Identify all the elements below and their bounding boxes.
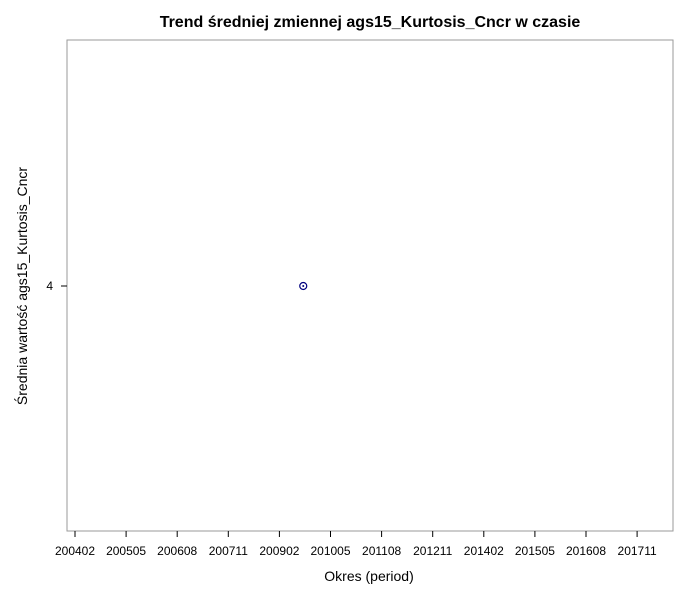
x-tick-label: 201505 [515, 544, 555, 558]
x-tick-label: 200505 [106, 544, 146, 558]
x-tick-label: 200608 [157, 544, 197, 558]
data-point-center [302, 285, 305, 287]
x-tick-label: 200902 [259, 544, 299, 558]
y-axis: 4 [46, 279, 67, 293]
y-tick-label: 4 [46, 279, 53, 293]
plot-area-frame [66, 39, 674, 532]
x-tick-label: 200402 [55, 544, 95, 558]
x-tick-label: 201711 [618, 544, 657, 558]
x-tick-label: 201211 [413, 544, 452, 558]
x-axis-title: Okres (period) [324, 568, 413, 584]
x-tick-label: 201402 [464, 544, 504, 558]
x-tick-label: 201108 [362, 544, 401, 558]
x-tick-label: 200711 [209, 544, 248, 558]
x-tick-label: 201608 [566, 544, 606, 558]
data-point [299, 281, 308, 291]
y-axis-title: Średnia wartość ags15_Kurtosis_Cncr [13, 167, 30, 405]
data-points [299, 281, 308, 291]
x-tick-label: 201005 [310, 544, 350, 558]
chart-title: Trend średniej zmiennej ags15_Kurtosis_C… [160, 14, 581, 31]
x-axis: 200402 200505 200608 200711 200902 201005 2011… [55, 531, 657, 558]
